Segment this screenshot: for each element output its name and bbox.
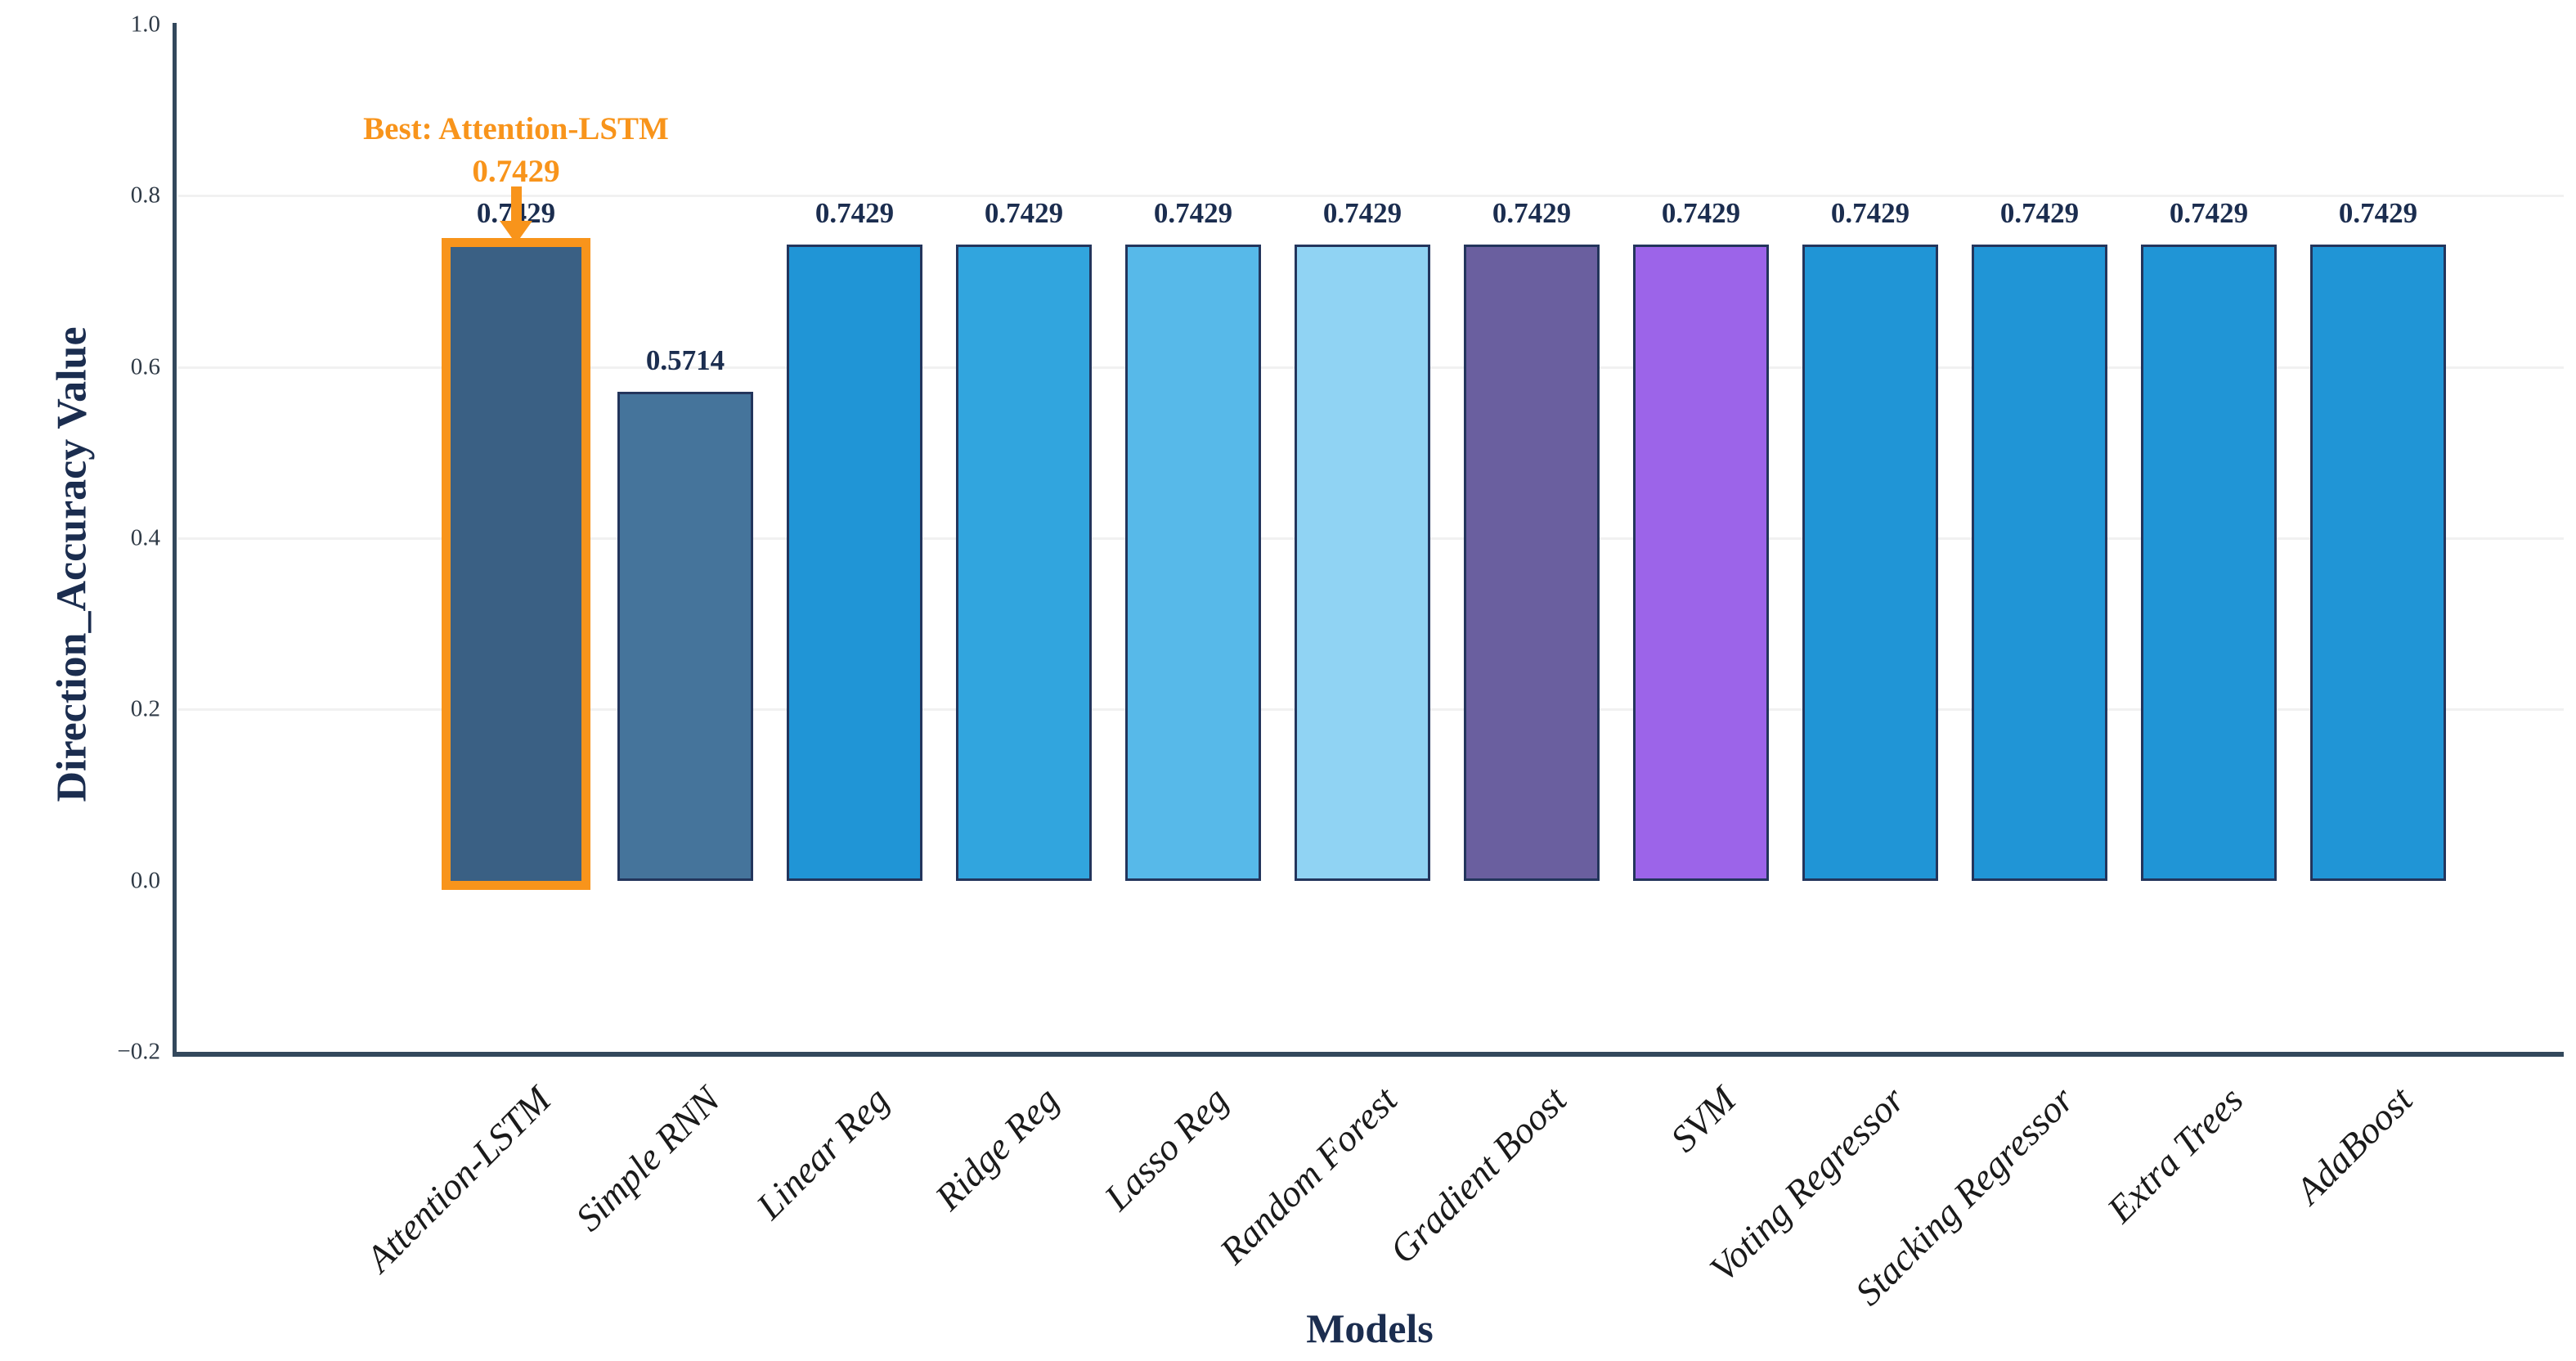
best-model-annotation: Best: Attention-LSTM 0.7429 (363, 108, 669, 193)
x-axis-line (173, 1052, 2564, 1057)
bar-value-label-stacking-regressor: 0.7429 (1999, 197, 2080, 230)
y-tick-label-0.6: 0.6 (130, 353, 160, 380)
x-tick-label-lasso-reg: Lasso Reg (1096, 1078, 1236, 1219)
bar-value-label-voting-regressor: 0.7429 (1830, 197, 1910, 230)
x-tick-label-svm: SVM (1662, 1078, 1744, 1161)
x-tick-label-gradient-boost: Gradient Boost (1381, 1078, 1574, 1272)
bar-value-label-linear-reg: 0.7429 (815, 197, 895, 230)
x-tick-label-simple-rnn: Simple RNN (567, 1078, 728, 1239)
bar-random-forest (1295, 245, 1430, 881)
x-tick-label-linear-reg: Linear Reg (748, 1078, 897, 1228)
bar-adaboost (2310, 245, 2446, 881)
down-arrow-icon (511, 186, 522, 221)
y-tick-label-1: 1.0 (130, 11, 160, 38)
bar-stacking-regressor (1972, 245, 2107, 881)
bar-attention-lstm-highlighted (442, 238, 590, 890)
bar-linear-reg (787, 245, 922, 881)
bar-svm (1633, 245, 1769, 881)
y-tick-label-0.2: 0.2 (130, 695, 160, 722)
bar-lasso-reg (1125, 245, 1261, 881)
y-axis-title: Direction_Accuracy Value (48, 326, 96, 802)
y-tick-label--0.2: −0.2 (117, 1038, 160, 1065)
bar-value-label-adaboost: 0.7429 (2338, 197, 2418, 230)
gridline (178, 195, 2564, 198)
y-axis-line (173, 23, 177, 1057)
bar-simple-rnn (617, 391, 753, 881)
bar-value-label-extra-trees: 0.7429 (2169, 197, 2249, 230)
bar-value-label-lasso-reg: 0.7429 (1153, 197, 1233, 230)
y-tick-label-0.4: 0.4 (130, 524, 160, 551)
y-tick-label-0.8: 0.8 (130, 182, 160, 209)
bar-value-label-random-forest: 0.7429 (1322, 197, 1402, 230)
down-arrow-icon (500, 221, 532, 244)
bar-gradient-boost (1464, 245, 1600, 881)
bar-value-label-simple-rnn: 0.5714 (645, 344, 725, 376)
bar-extra-trees (2141, 245, 2277, 881)
x-tick-label-ridge-reg: Ridge Reg (927, 1078, 1066, 1219)
best-annotation-value: 0.7429 (472, 154, 560, 189)
bar-value-label-svm: 0.7429 (1661, 197, 1741, 230)
bar-voting-regressor (1802, 245, 1938, 881)
x-tick-label-attention-lstm: Attention-LSTM (357, 1078, 559, 1280)
bar-value-label-gradient-boost: 0.7429 (1492, 197, 1572, 230)
best-annotation-title: Best: Attention-LSTM (363, 111, 669, 146)
bar-value-label-ridge-reg: 0.7429 (984, 197, 1064, 230)
y-tick-label-0: 0.0 (130, 867, 160, 894)
x-tick-label-adaboost: AdaBoost (2287, 1078, 2421, 1212)
x-tick-label-extra-trees: Extra Trees (2099, 1078, 2251, 1231)
bar-ridge-reg (956, 245, 1092, 881)
x-tick-label-random-forest: Random Forest (1211, 1078, 1405, 1273)
x-axis-title: Models (1306, 1305, 1434, 1351)
